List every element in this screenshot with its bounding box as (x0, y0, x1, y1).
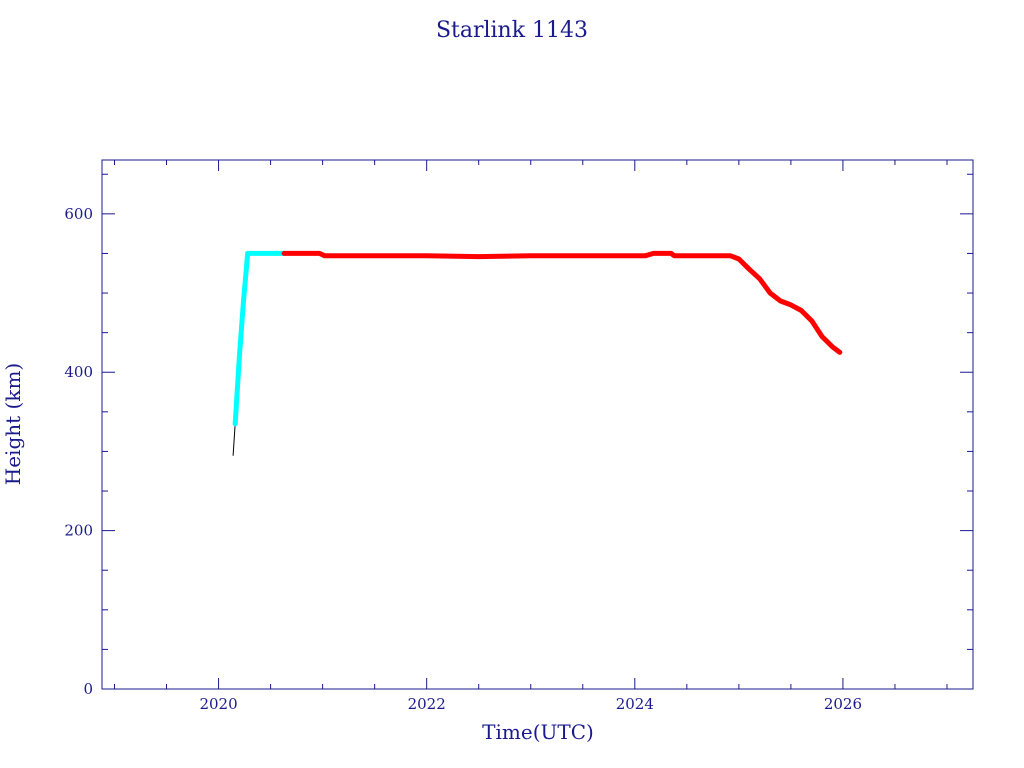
y-tick-label: 400 (64, 363, 93, 381)
plot-frame (101, 159, 974, 690)
x-tick-label: 2022 (408, 695, 446, 713)
y-tick-label: 600 (64, 205, 93, 223)
x-tick-label: 2026 (824, 695, 862, 713)
series-line-2 (281, 250, 843, 355)
tick-labels: 2020 2022 2024 2026 0 200 400 600 (64, 205, 862, 713)
axis-ticks (102, 160, 973, 690)
x-tick-label: 2020 (199, 695, 237, 713)
y-tick-label: 0 (83, 680, 93, 698)
y-axis-label: Height (km) (1, 363, 25, 485)
x-tick-label: 2024 (616, 695, 654, 713)
y-tick-label: 200 (64, 522, 93, 540)
data-series (232, 250, 843, 456)
series-line-0 (232, 423, 236, 456)
chart-title: Starlink 1143 (436, 18, 588, 43)
series-line-1 (232, 250, 287, 427)
x-axis-label: Time(UTC) (482, 720, 594, 744)
